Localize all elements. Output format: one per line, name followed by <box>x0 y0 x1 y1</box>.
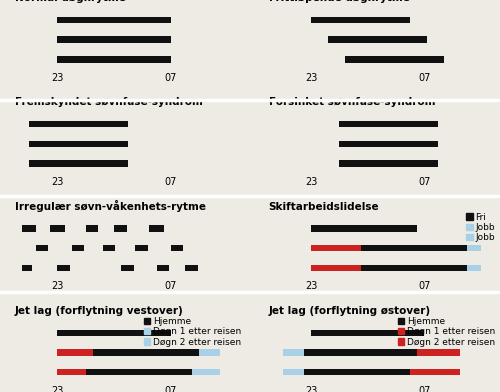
Text: Irregulær søvn-våkenhets-rytme: Irregulær søvn-våkenhets-rytme <box>15 200 206 212</box>
Legend: Hjemme, Døgn 1 etter reisen, Døgn 2 etter reisen: Hjemme, Døgn 1 etter reisen, Døgn 2 ette… <box>398 317 495 347</box>
Bar <box>360 265 467 271</box>
Bar <box>328 36 427 43</box>
Bar <box>29 160 128 167</box>
Bar <box>466 265 481 271</box>
Bar <box>311 265 360 271</box>
Bar <box>114 225 127 232</box>
Bar <box>29 121 128 127</box>
Bar <box>311 245 360 251</box>
Bar <box>185 265 198 271</box>
Text: Skiftarbeidslidelse: Skiftarbeidslidelse <box>268 202 379 212</box>
Bar <box>340 141 438 147</box>
Bar <box>72 245 85 251</box>
Bar <box>86 369 192 376</box>
Text: Normal døgnrytme: Normal døgnrytme <box>15 0 126 3</box>
Bar <box>58 349 93 356</box>
Bar <box>304 349 417 356</box>
Bar <box>340 160 438 167</box>
Bar <box>311 225 417 232</box>
Bar <box>340 121 438 127</box>
Bar <box>304 369 410 376</box>
Legend: Hjemme, Døgn 1 etter reisen, Døgn 2 etter reisen: Hjemme, Døgn 1 etter reisen, Døgn 2 ette… <box>144 317 242 347</box>
Bar <box>58 16 170 23</box>
Text: Fremskyndet søvnfase-syndrom: Fremskyndet søvnfase-syndrom <box>15 98 203 107</box>
Bar <box>156 265 169 271</box>
Bar <box>86 225 99 232</box>
Bar <box>199 349 220 356</box>
Bar <box>282 349 304 356</box>
Text: Jet lag (forflytning østover): Jet lag (forflytning østover) <box>268 306 430 316</box>
Bar <box>58 265 70 271</box>
Bar <box>311 330 424 336</box>
Text: Jet lag (forflytning vestover): Jet lag (forflytning vestover) <box>15 306 184 316</box>
Bar <box>345 56 444 62</box>
Bar <box>282 369 304 376</box>
Bar <box>22 225 36 232</box>
Bar <box>410 369 460 376</box>
Text: Frittløpende døgnrytme: Frittløpende døgnrytme <box>268 0 410 3</box>
Bar <box>22 265 32 271</box>
Bar <box>192 369 220 376</box>
Bar <box>121 265 134 271</box>
Bar <box>360 245 467 251</box>
Bar <box>417 349 460 356</box>
Bar <box>58 36 170 43</box>
Bar <box>102 245 116 251</box>
Bar <box>36 245 48 251</box>
Legend: Fri, Jobb, Jobb: Fri, Jobb, Jobb <box>466 212 495 242</box>
Bar <box>170 245 183 251</box>
Bar <box>58 56 170 62</box>
Bar <box>466 245 481 251</box>
Bar <box>311 16 410 23</box>
Bar <box>150 225 164 232</box>
Text: Forsinket søvnfase-syndrom: Forsinket søvnfase-syndrom <box>268 98 435 107</box>
Bar <box>93 349 199 356</box>
Bar <box>29 141 128 147</box>
Bar <box>50 225 64 232</box>
Bar <box>58 330 170 336</box>
Bar <box>136 245 148 251</box>
Bar <box>58 369 86 376</box>
